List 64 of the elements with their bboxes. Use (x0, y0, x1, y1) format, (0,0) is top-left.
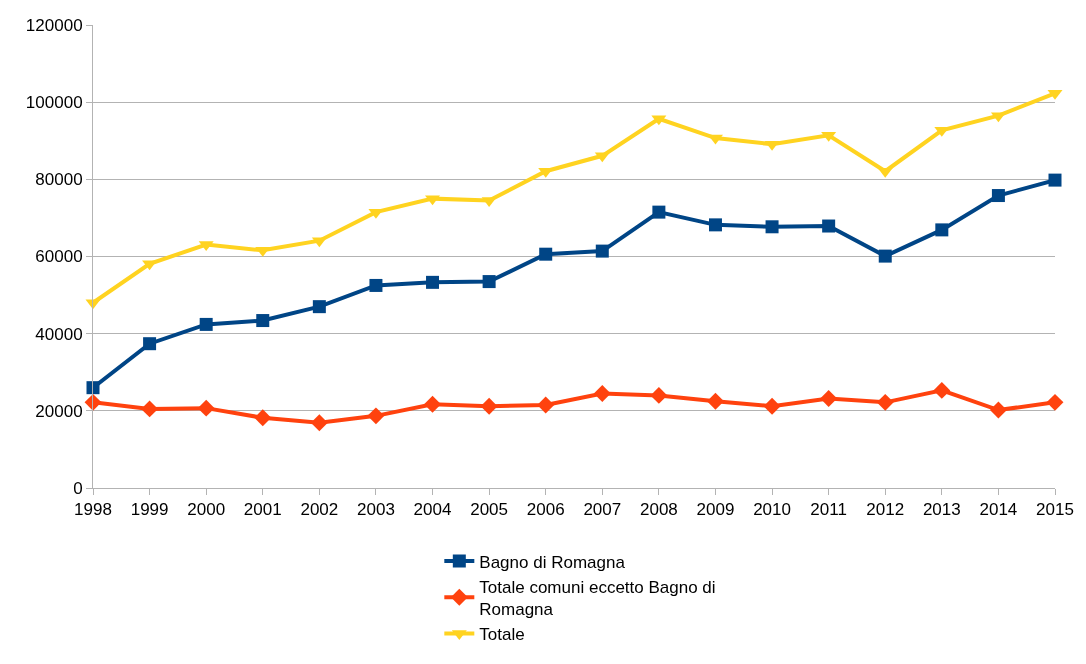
legend-label: Totale comuni eccetto Bagno di Romagna (479, 577, 716, 619)
point (141, 400, 159, 418)
point (310, 414, 328, 432)
point (312, 300, 326, 314)
x-tick-label: 2010 (753, 500, 791, 520)
point (650, 386, 668, 404)
point (369, 278, 383, 292)
point (707, 392, 724, 410)
x-tick-label: 2001 (243, 500, 282, 520)
point (426, 275, 440, 289)
point (143, 337, 157, 351)
point (935, 223, 949, 237)
point (708, 218, 722, 232)
x-tick-label: 2014 (979, 500, 1018, 520)
x-tick-label: 2005 (470, 500, 509, 520)
point (595, 244, 609, 258)
point (254, 409, 272, 427)
point (482, 275, 496, 289)
point (933, 381, 951, 399)
point (820, 390, 838, 407)
point (593, 385, 611, 402)
point (1046, 393, 1064, 411)
x-tick-label: 2006 (526, 500, 565, 520)
point (765, 220, 779, 234)
y-tick-label: 40000 (35, 324, 83, 344)
point (424, 395, 441, 413)
x-tick-label: 2003 (357, 500, 395, 520)
point (537, 396, 555, 414)
x-tick-label: 1998 (74, 500, 112, 520)
legend-label: Bagno di Romagna (479, 552, 626, 572)
x-tick-label: 2002 (300, 500, 339, 520)
point (256, 314, 270, 328)
x-tick-label: 2007 (583, 500, 622, 520)
x-tick-label: 2015 (1036, 500, 1074, 520)
point (367, 407, 385, 425)
point (197, 399, 215, 417)
y-tick-label: 20000 (35, 401, 83, 421)
point (878, 249, 892, 263)
point (84, 393, 102, 411)
point (652, 205, 666, 219)
point (1048, 173, 1062, 187)
y-tick-label: 120000 (25, 15, 83, 35)
point (876, 393, 894, 411)
legend-label: Totale (479, 625, 525, 645)
x-tick-label: 2004 (413, 500, 452, 520)
point (86, 381, 100, 395)
point (991, 189, 1005, 203)
point (199, 317, 213, 331)
x-tick-label: 2012 (866, 500, 905, 520)
x-tick-label: 2013 (922, 500, 961, 520)
x-tick-label: 1999 (130, 500, 169, 520)
x-tick-label: 2000 (187, 500, 226, 520)
x-tick-label: 2009 (696, 500, 735, 520)
y-tick-label: 60000 (35, 247, 83, 267)
point (480, 397, 498, 415)
point (822, 219, 836, 233)
x-tick-label: 2011 (810, 500, 847, 520)
x-tick-label: 2008 (639, 500, 678, 520)
y-tick-label: 100000 (25, 93, 83, 113)
point (763, 397, 781, 415)
point (539, 247, 553, 261)
y-tick-label: 80000 (35, 170, 83, 190)
y-tick-label: 0 (73, 478, 83, 498)
point (989, 401, 1007, 419)
